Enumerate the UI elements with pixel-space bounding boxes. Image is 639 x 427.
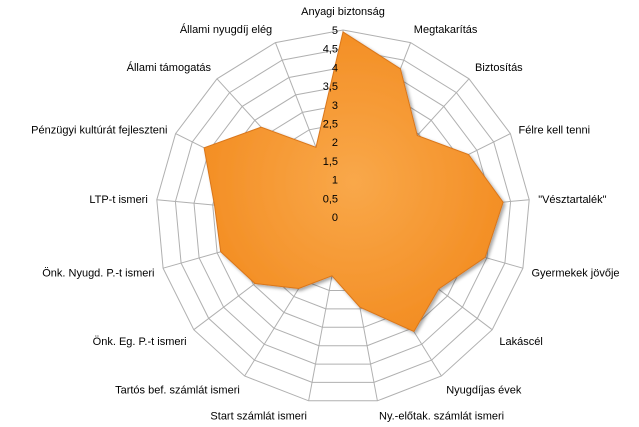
category-label: Megtakarítás bbox=[414, 24, 478, 36]
tick-label: 1,5 bbox=[323, 156, 338, 168]
radar-series bbox=[203, 31, 504, 333]
category-label: LTP-t ismeri bbox=[89, 194, 147, 206]
tick-label: 3,5 bbox=[323, 81, 338, 93]
series-area bbox=[203, 31, 504, 333]
tick-label: 0,5 bbox=[323, 193, 338, 205]
radial-axis-ticks: 0 0,5 1 1,5 2 2,5 3 3,5 4 4,5 5 bbox=[323, 25, 338, 224]
tick-label: 2,5 bbox=[323, 119, 338, 131]
grid-ring bbox=[156, 29, 530, 402]
category-label: Start számlát ismeri bbox=[210, 411, 307, 422]
category-label: Önk. Eg. P.-t ismeri bbox=[93, 336, 187, 348]
category-label: Biztosítás bbox=[475, 62, 523, 74]
category-label: Félre kell tenni bbox=[519, 125, 591, 137]
category-label: Állami nyugdíj elég bbox=[180, 23, 272, 36]
tick-label: 0 bbox=[332, 212, 338, 224]
category-label: "Vésztartalék" bbox=[538, 194, 606, 206]
category-label: Ny.-előtak. számlát ismeri bbox=[379, 411, 504, 422]
category-labels: Anyagi biztonság Megtakarítás Biztosítás Fé… bbox=[31, 6, 620, 423]
tick-label: 2 bbox=[332, 137, 338, 149]
category-label: Nyugdíjas évek bbox=[446, 385, 522, 397]
tick-label: 3 bbox=[332, 100, 338, 112]
tick-label: 4,5 bbox=[323, 44, 338, 56]
tick-label: 5 bbox=[332, 25, 338, 37]
grid-ring bbox=[174, 48, 512, 383]
category-label: Gyermekek jövője bbox=[532, 268, 620, 280]
category-label: Állami támogatás bbox=[127, 61, 212, 74]
category-label: Lakáscél bbox=[499, 336, 542, 348]
category-label: Pénzügyi kultúrát fejleszteni bbox=[31, 125, 167, 137]
tick-label: 4 bbox=[332, 62, 338, 74]
grid-ring bbox=[193, 66, 493, 365]
category-label: Tartós bef. számlát ismeri bbox=[115, 385, 240, 397]
category-label: Anyagi biztonság bbox=[301, 6, 385, 18]
category-label: Önk. Nyugd. P.-t ismeri bbox=[42, 268, 154, 280]
tick-label: 1 bbox=[332, 175, 338, 187]
